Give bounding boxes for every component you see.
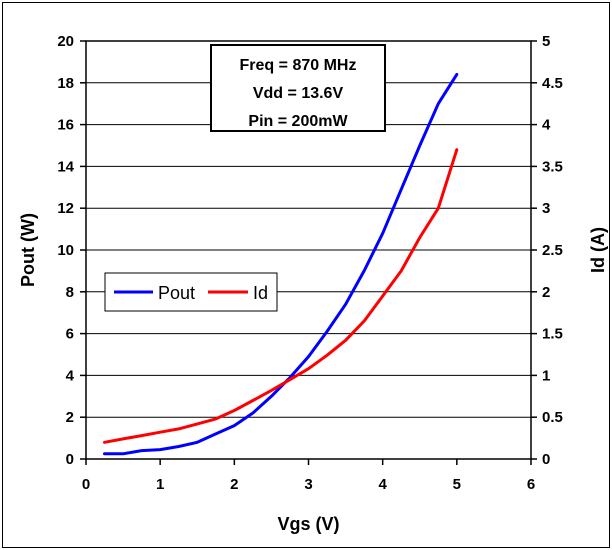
y-axis-left-title: Pout (W): [18, 213, 38, 287]
x-tick-label: 0: [82, 476, 90, 493]
legend: Pout Id: [104, 272, 278, 312]
y-axis-right-title: Id (A): [588, 227, 608, 273]
y-right-tick-label: 4: [542, 117, 551, 134]
y-right-tick-label: 0.5: [542, 409, 563, 426]
y-left-tick-label: 0: [66, 451, 74, 468]
y-right-tick-label: 3: [542, 200, 550, 217]
y-left-tick-label: 2: [66, 409, 74, 426]
annotation-pin: Pin = 200mW: [248, 113, 348, 130]
x-tick-label: 4: [378, 476, 387, 493]
x-tick-label: 3: [304, 476, 312, 493]
y-left-tick-label: 8: [66, 284, 74, 301]
annotation-border: [210, 44, 386, 132]
y-left-tick-label: 6: [66, 326, 74, 343]
annotation-vdd: Vdd = 13.6V: [253, 85, 344, 102]
y-left-tick-label: 4: [66, 367, 75, 384]
x-tick-label: 1: [156, 476, 164, 493]
series-line-id: [103, 148, 459, 444]
x-axis-title: Vgs (V): [277, 514, 339, 534]
x-tick-label: 5: [453, 476, 461, 493]
y-right-tick-label: 1.5: [542, 326, 563, 343]
x-tick-label: 2: [230, 476, 238, 493]
series-line-pout: [103, 72, 459, 456]
legend-label-pout: Pout: [158, 283, 195, 303]
y-right-tick-label: 3.5: [542, 158, 563, 175]
y-right-tick-label: 0: [542, 451, 550, 468]
y-right-tick-label: 4.5: [542, 75, 563, 92]
annotation-box: Freq = 870 MHz Vdd = 13.6V Pin = 200mW: [210, 44, 386, 132]
y-left-tick-label: 16: [57, 117, 74, 134]
y-left-tick-label: 10: [57, 242, 74, 259]
y-left-tick-label: 20: [57, 33, 74, 50]
y-right-tick-label: 2.5: [542, 242, 563, 259]
y-right-tick-label: 5: [542, 33, 550, 50]
y-right-tick-label: 1: [542, 367, 550, 384]
series: [103, 72, 459, 456]
y-right-tick-label: 2: [542, 284, 550, 301]
y-left-tick-label: 18: [57, 75, 74, 92]
x-tick-label: 6: [527, 476, 535, 493]
legend-label-id: Id: [253, 283, 268, 303]
y-left-tick-label: 12: [57, 200, 74, 217]
y-left-tick-label: 14: [57, 158, 74, 175]
annotation-freq: Freq = 870 MHz: [240, 57, 357, 74]
